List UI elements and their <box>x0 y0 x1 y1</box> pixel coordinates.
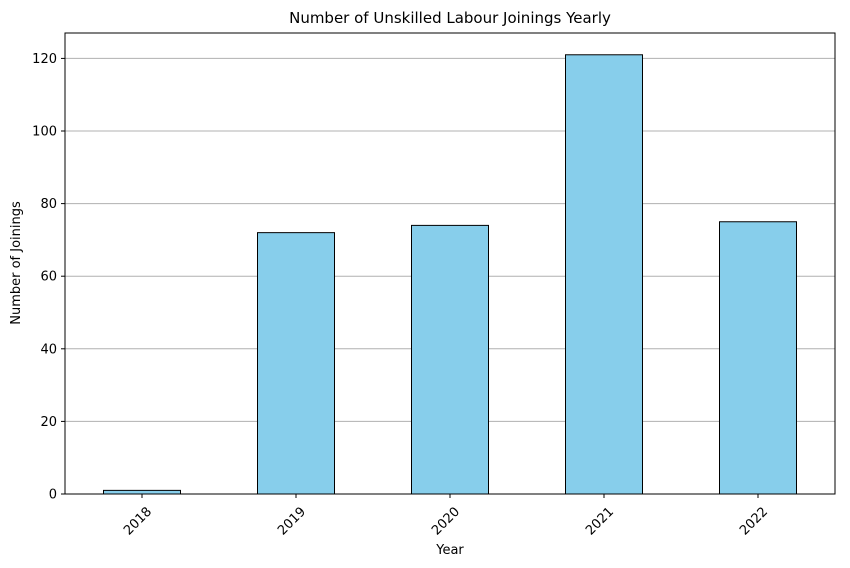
x-tick-label: 2021 <box>583 504 617 538</box>
x-tick-label: 2018 <box>121 504 155 538</box>
x-axis-ticks: 2018 2019 2020 2021 2022 <box>121 494 771 538</box>
y-tick-label: 20 <box>40 415 57 430</box>
y-tick-label: 80 <box>40 197 57 212</box>
bar-2022 <box>719 221 797 495</box>
y-tick-label: 120 <box>32 52 57 67</box>
x-axis-label: Year <box>435 543 464 558</box>
y-tick-label: 100 <box>32 125 57 140</box>
y-axis-label: Number of Joinings <box>9 201 24 325</box>
bar-2019 <box>257 232 335 495</box>
y-tick-label: 60 <box>40 270 57 285</box>
bar-2021 <box>565 54 643 495</box>
y-tick-label: 0 <box>49 488 57 503</box>
bar-2018 <box>103 489 181 495</box>
x-tick-label: 2019 <box>275 504 309 538</box>
y-tick-label: 40 <box>40 342 57 357</box>
chart-title: Number of Unskilled Labour Joinings Year… <box>289 9 611 27</box>
x-tick-label: 2020 <box>429 504 463 538</box>
bar-2020 <box>411 224 489 495</box>
y-axis-ticks: 0 20 40 60 80 100 120 <box>32 52 65 503</box>
x-tick-label: 2022 <box>737 504 771 538</box>
bars <box>103 54 797 495</box>
